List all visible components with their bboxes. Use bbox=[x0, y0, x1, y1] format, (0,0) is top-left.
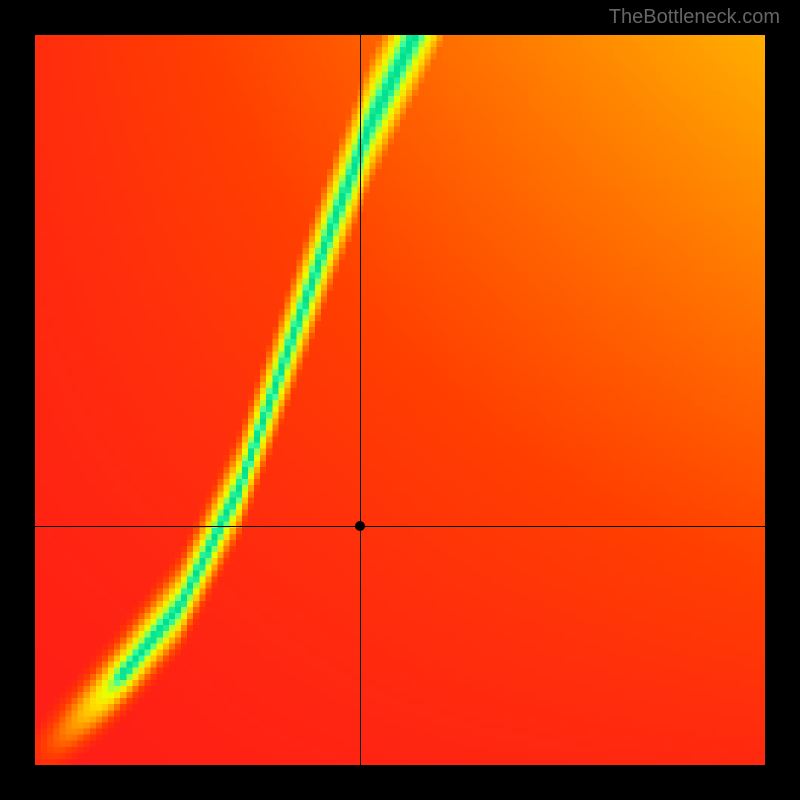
crosshair-marker bbox=[355, 521, 365, 531]
heatmap-plot bbox=[35, 35, 765, 765]
crosshair-horizontal bbox=[35, 526, 765, 527]
brand-label: TheBottleneck.com bbox=[609, 6, 780, 29]
heatmap-canvas bbox=[35, 35, 765, 765]
crosshair-vertical bbox=[360, 35, 361, 765]
